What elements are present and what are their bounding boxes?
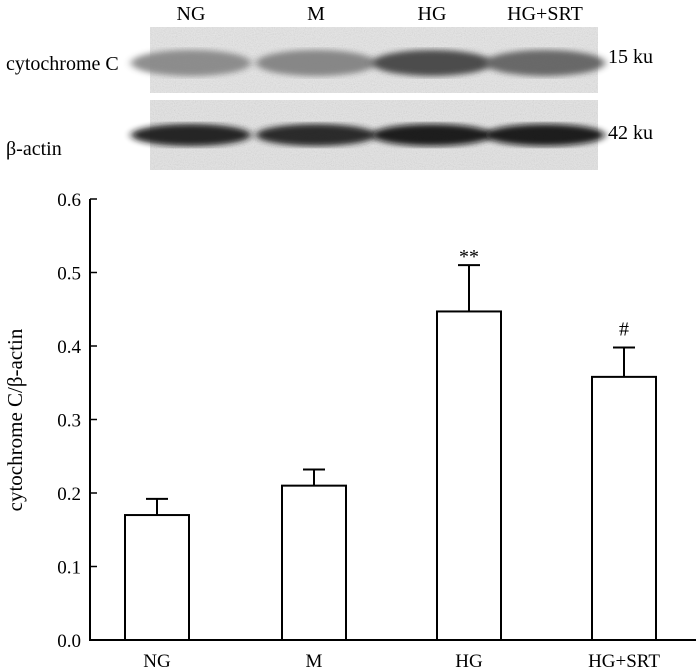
blot-band (131, 124, 251, 146)
blot-band (485, 124, 605, 146)
bar (591, 375, 657, 641)
x-tick-label: HG+SRT (588, 651, 660, 672)
x-axis-ticks: NG M HG HG+SRT (143, 651, 660, 672)
y-tick-label: 0.3 (57, 411, 81, 432)
blot-band (485, 50, 605, 76)
y-axis-ticks: 0.0 0.1 0.2 0.3 0.4 0.5 0.6 (57, 190, 97, 652)
blot-band (256, 50, 376, 76)
significance-annotation: ** (459, 246, 479, 268)
x-tick-label: NG (143, 651, 171, 672)
y-axis-title: cytochrome C/β-actin (3, 328, 27, 511)
y-tick-label: 0.0 (57, 631, 81, 652)
blot-band (372, 50, 492, 76)
blot-bands (131, 50, 605, 146)
y-tick-label: 0.6 (57, 190, 81, 211)
y-tick-label: 0.2 (57, 484, 81, 505)
blot-band (131, 50, 251, 76)
x-tick-label: HG (455, 651, 483, 672)
blot-lane-label-hg-srt: HG+SRT (507, 3, 583, 25)
blot-row-label-beta-actin: β-actin (6, 138, 62, 160)
bar (124, 514, 190, 641)
x-tick-label: M (306, 651, 323, 672)
blot-size-cytochrome-c: 15 ku (608, 46, 653, 68)
blot-lane-label-hg: HG (418, 3, 447, 25)
blot-lane-label-m: M (307, 3, 325, 25)
y-tick-label: 0.1 (57, 558, 81, 579)
y-tick-label: 0.5 (57, 264, 81, 285)
blot-band (372, 124, 492, 146)
y-tick-label: 0.4 (57, 337, 81, 358)
bars: ** # (124, 246, 657, 641)
bar (436, 310, 502, 641)
bar-chart: cytochrome C/β-actin 0.00.10.20.30.40.50… (3, 190, 696, 672)
significance-annotation: # (619, 318, 629, 340)
blot-band (256, 124, 376, 146)
blot-lane-label-ng: NG (177, 3, 206, 25)
blot-size-beta-actin: 42 ku (608, 122, 653, 144)
western-blot: NG M HG HG+SRT cytochrome C β-actin 15 k… (6, 3, 653, 170)
blot-row-label-cytochrome-c: cytochrome C (6, 53, 119, 75)
bar (281, 484, 347, 641)
